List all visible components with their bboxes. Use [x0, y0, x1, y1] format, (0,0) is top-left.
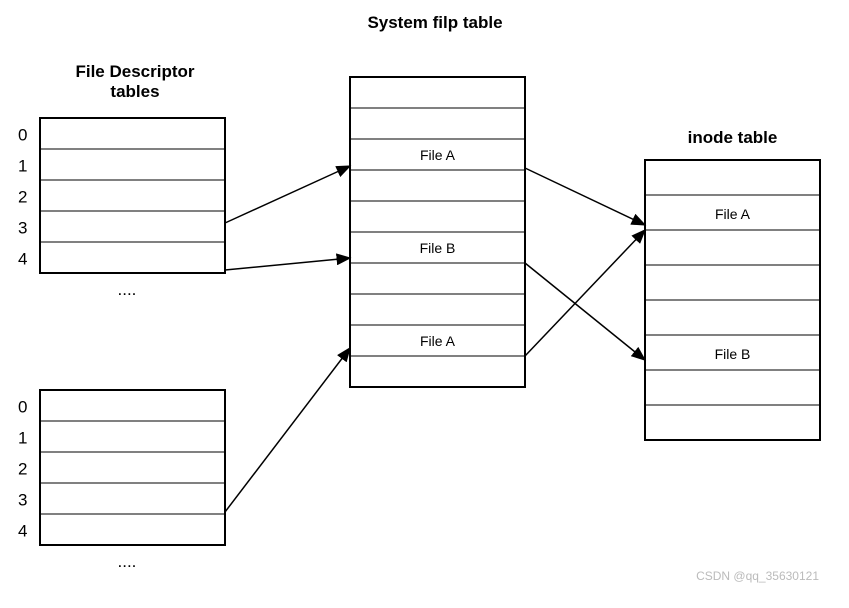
ellipsis: .... — [118, 552, 137, 571]
cell-text: File A — [420, 147, 456, 163]
cell-text: File A — [420, 333, 456, 349]
row-label: 4 — [18, 521, 27, 540]
table: File A File B File A — [350, 77, 525, 387]
title-fd-text: File Descriptor tables — [75, 62, 194, 101]
cell-text: File B — [420, 240, 456, 256]
row-label: 2 — [18, 187, 27, 206]
row-label: 1 — [18, 156, 27, 175]
title-inode: inode table — [660, 128, 805, 148]
row-label: 2 — [18, 459, 27, 478]
cell-text: File A — [715, 206, 751, 222]
arrow — [225, 258, 350, 270]
arrow — [525, 168, 645, 225]
ellipsis: .... — [118, 280, 137, 299]
table: 0 1 2 3 4.... — [18, 390, 225, 571]
arrow — [525, 230, 645, 356]
row-label: 3 — [18, 218, 27, 237]
row-label: 1 — [18, 428, 27, 447]
row-label: 4 — [18, 249, 27, 268]
table: File A File B — [645, 160, 820, 440]
row-label: 0 — [18, 125, 27, 144]
row-label: 0 — [18, 397, 27, 416]
title-fd: File Descriptor tables — [35, 62, 235, 102]
watermark-text: CSDN @qq_35630121 — [696, 569, 819, 583]
arrow — [225, 166, 350, 223]
row-label: 3 — [18, 490, 27, 509]
cell-text: File B — [715, 346, 751, 362]
title-filp-text: System filp table — [367, 13, 502, 32]
watermark: CSDN @qq_35630121 — [696, 569, 819, 583]
title-inode-text: inode table — [688, 128, 778, 147]
table: 0 1 2 3 4.... — [18, 118, 225, 299]
arrow — [225, 348, 350, 512]
title-filp: System filp table — [320, 13, 550, 33]
arrow — [525, 263, 645, 360]
